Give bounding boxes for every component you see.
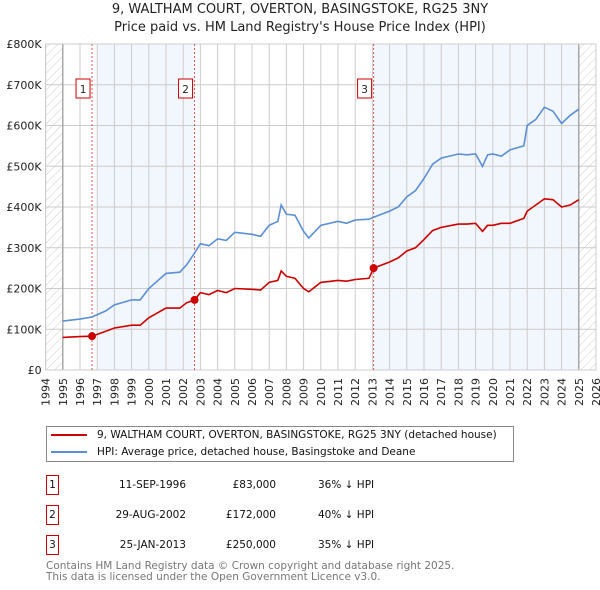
x-tick-label: 2023	[538, 378, 551, 406]
x-tick-label: 1994	[40, 378, 53, 406]
chart-title: 9, WALTHAM COURT, OVERTON, BASINGSTOKE, …	[111, 2, 489, 17]
sale-point	[369, 264, 378, 273]
legend-swatch-blue	[51, 451, 87, 453]
transaction-price: £250,000	[225, 539, 276, 551]
x-tick-label: 2011	[332, 378, 345, 406]
x-tick-label: 2017	[435, 378, 448, 406]
transaction-marker: 2	[46, 505, 59, 525]
sale-point	[88, 332, 97, 341]
y-tick-label: £400K	[6, 201, 42, 214]
legend-label: 9, WALTHAM COURT, OVERTON, BASINGSTOKE, …	[97, 429, 497, 441]
legend-item-property: 9, WALTHAM COURT, OVERTON, BASINGSTOKE, …	[51, 427, 497, 443]
x-tick-label: 1999	[126, 378, 139, 406]
x-tick-label: 2016	[418, 378, 431, 406]
y-tick-label: £200K	[6, 283, 42, 296]
legend: 9, WALTHAM COURT, OVERTON, BASINGSTOKE, …	[46, 426, 514, 462]
x-tick-label: 2020	[487, 378, 500, 406]
x-tick-label: 2026	[590, 378, 600, 406]
x-tick-label: 2007	[263, 378, 276, 406]
sale-label: 2	[182, 84, 189, 96]
sale-label-box	[178, 78, 194, 99]
x-tick-label: 2021	[504, 378, 517, 406]
legend-item-hpi: HPI: Average price, detached house, Basi…	[51, 444, 415, 460]
x-tick-label: 1998	[108, 378, 121, 406]
sale-label-box	[357, 78, 373, 99]
transaction-hpi: 40% ↓ HPI	[318, 509, 375, 521]
sale-point	[190, 295, 199, 304]
sale-label: 3	[361, 84, 368, 96]
legend-label: HPI: Average price, detached house, Basi…	[97, 446, 416, 458]
y-tick-label: £0	[28, 364, 42, 377]
sale-label: 1	[80, 84, 87, 96]
sale-label-box	[75, 78, 91, 99]
transaction-marker: 1	[46, 475, 59, 495]
transaction-row: 2 29-AUG-2002 £172,000 40% ↓ HPI	[46, 505, 446, 525]
x-tick-label: 2024	[556, 378, 569, 406]
x-tick-label: 2013	[366, 378, 379, 406]
transaction-date: 11-SEP-1996	[118, 479, 186, 491]
x-tick-label: 2002	[177, 378, 190, 406]
x-tick-label: 2018	[452, 378, 465, 406]
transaction-price: £83,000	[232, 479, 276, 491]
y-tick-label: £300K	[6, 242, 42, 255]
y-tick-label: £500K	[6, 160, 42, 173]
footer-licence: This data is licensed under the Open Gov…	[46, 571, 381, 583]
x-tick-label: 2000	[143, 378, 156, 406]
legend-swatch-red	[51, 434, 87, 436]
x-tick-label: 2015	[401, 378, 414, 406]
x-tick-label: 2003	[194, 378, 207, 406]
x-tick-label: 2009	[298, 378, 311, 406]
transaction-row: 1 11-SEP-1996 £83,000 36% ↓ HPI	[46, 475, 446, 495]
x-tick-label: 1996	[74, 378, 87, 406]
footer-copyright: Contains HM Land Registry data © Crown c…	[46, 560, 455, 572]
x-tick-label: 2004	[212, 378, 225, 406]
transaction-hpi: 36% ↓ HPI	[318, 479, 375, 491]
transaction-date: 29-AUG-2002	[115, 509, 186, 521]
x-tick-label: 2019	[470, 378, 483, 406]
property-price-line	[62, 197, 580, 339]
x-tick-label: 2001	[160, 378, 173, 406]
x-tick-label: 1997	[91, 378, 104, 406]
transaction-row: 3 25-JAN-2013 £250,000 35% ↓ HPI	[46, 535, 446, 555]
x-tick-label: 2012	[349, 378, 362, 406]
plot-border	[45, 43, 597, 371]
transaction-hpi: 35% ↓ HPI	[318, 539, 375, 551]
x-tick-label: 2008	[280, 378, 293, 406]
chart-subtitle: Price paid vs. HM Land Registry's House …	[114, 20, 486, 35]
x-tick-label: 2006	[246, 378, 259, 406]
y-tick-label: £600K	[6, 120, 42, 133]
transaction-marker: 3	[46, 535, 59, 555]
hpi-line	[62, 106, 580, 322]
x-tick-label: 2022	[521, 378, 534, 406]
y-tick-label: £700K	[6, 79, 42, 92]
x-tick-label: 2025	[573, 378, 586, 406]
price-chart: 1994 1995 1996 1997 1998 1999 2000 2001 2002 2003…	[6, 38, 600, 406]
y-tick-label: £800K	[6, 38, 42, 51]
transaction-price: £172,000	[225, 509, 276, 521]
y-tick-label: £100K	[6, 323, 42, 336]
x-tick-label: 1995	[57, 378, 70, 406]
transaction-date: 25-JAN-2013	[119, 539, 186, 551]
x-tick-label: 2010	[315, 378, 328, 406]
x-tick-label: 2014	[384, 378, 397, 406]
x-tick-label: 2005	[229, 378, 242, 406]
